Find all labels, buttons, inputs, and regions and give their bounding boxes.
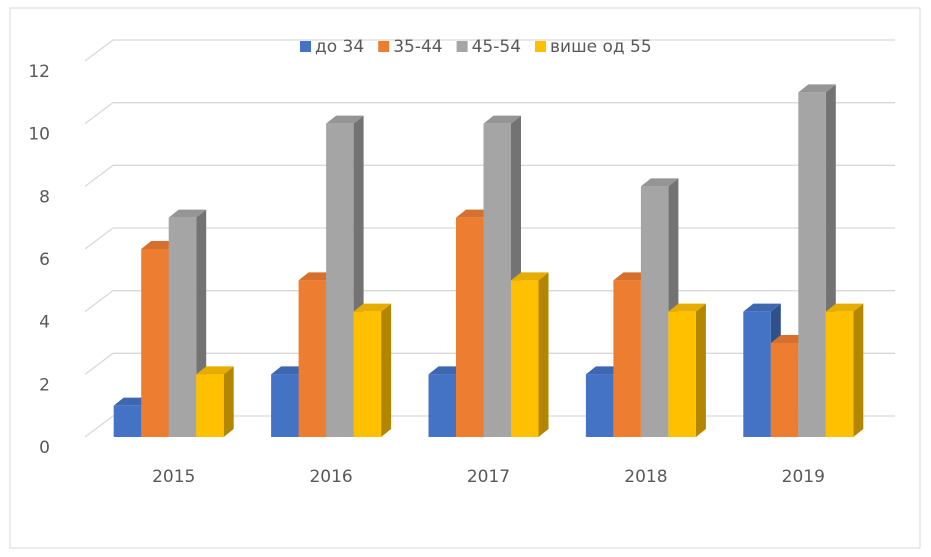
bar-side <box>695 303 706 437</box>
legend-label: до 34 <box>315 37 364 57</box>
x-tick-label: 2015 <box>152 467 195 487</box>
bar <box>353 311 382 437</box>
bar <box>113 405 142 437</box>
bar <box>613 280 641 437</box>
y-tick-label: 4 <box>39 313 50 333</box>
bar <box>428 374 456 437</box>
bar-side <box>853 303 864 437</box>
bar-top <box>743 303 781 312</box>
y-tick-label: 8 <box>39 187 50 207</box>
legend-swatch <box>378 41 390 52</box>
grid-line <box>84 102 895 125</box>
bar-top <box>353 303 392 312</box>
bar <box>640 186 669 437</box>
x-tick-label: 2019 <box>782 467 825 487</box>
y-tick-label: 10 <box>28 125 50 145</box>
bar <box>326 123 354 438</box>
x-tick-label: 2018 <box>624 467 667 487</box>
bar-top <box>825 303 864 312</box>
bar <box>271 374 299 437</box>
bar-side <box>381 303 392 437</box>
bar <box>825 311 854 437</box>
bar <box>168 217 197 437</box>
bar-top <box>326 115 364 124</box>
legend-label: 35-44 <box>393 37 442 57</box>
y-tick-label: 6 <box>39 250 50 270</box>
legend-swatch <box>535 41 547 52</box>
bar <box>798 92 826 437</box>
grid-line <box>84 227 895 250</box>
bar-side <box>223 366 234 437</box>
legend-swatch <box>456 41 468 52</box>
grid-line <box>84 164 895 187</box>
x-tick-label: 2017 <box>467 467 510 487</box>
legend-label: 45-54 <box>472 37 521 57</box>
grid-line <box>84 39 895 62</box>
bar-top <box>511 272 549 281</box>
bar-top <box>640 178 679 187</box>
y-tick-label: 2 <box>39 375 50 395</box>
bar <box>196 374 224 437</box>
bar-top <box>168 209 207 218</box>
bar <box>770 343 799 437</box>
y-tick-label: 12 <box>28 62 50 82</box>
bar-top <box>483 115 521 124</box>
bar <box>668 311 696 437</box>
bar <box>483 123 511 438</box>
bar <box>511 280 539 437</box>
y-tick-label: 0 <box>39 438 50 458</box>
bar <box>585 374 614 437</box>
x-tick-label: 2016 <box>309 467 352 487</box>
bar-top <box>196 366 234 375</box>
legend-swatch <box>300 41 311 52</box>
bar-side <box>538 272 549 437</box>
bar <box>743 311 771 437</box>
bar <box>141 249 169 437</box>
bar <box>298 280 327 437</box>
legend-label: више од 55 <box>550 37 652 57</box>
bar <box>456 217 484 437</box>
bar-top <box>798 84 836 93</box>
bar-top <box>668 303 706 312</box>
